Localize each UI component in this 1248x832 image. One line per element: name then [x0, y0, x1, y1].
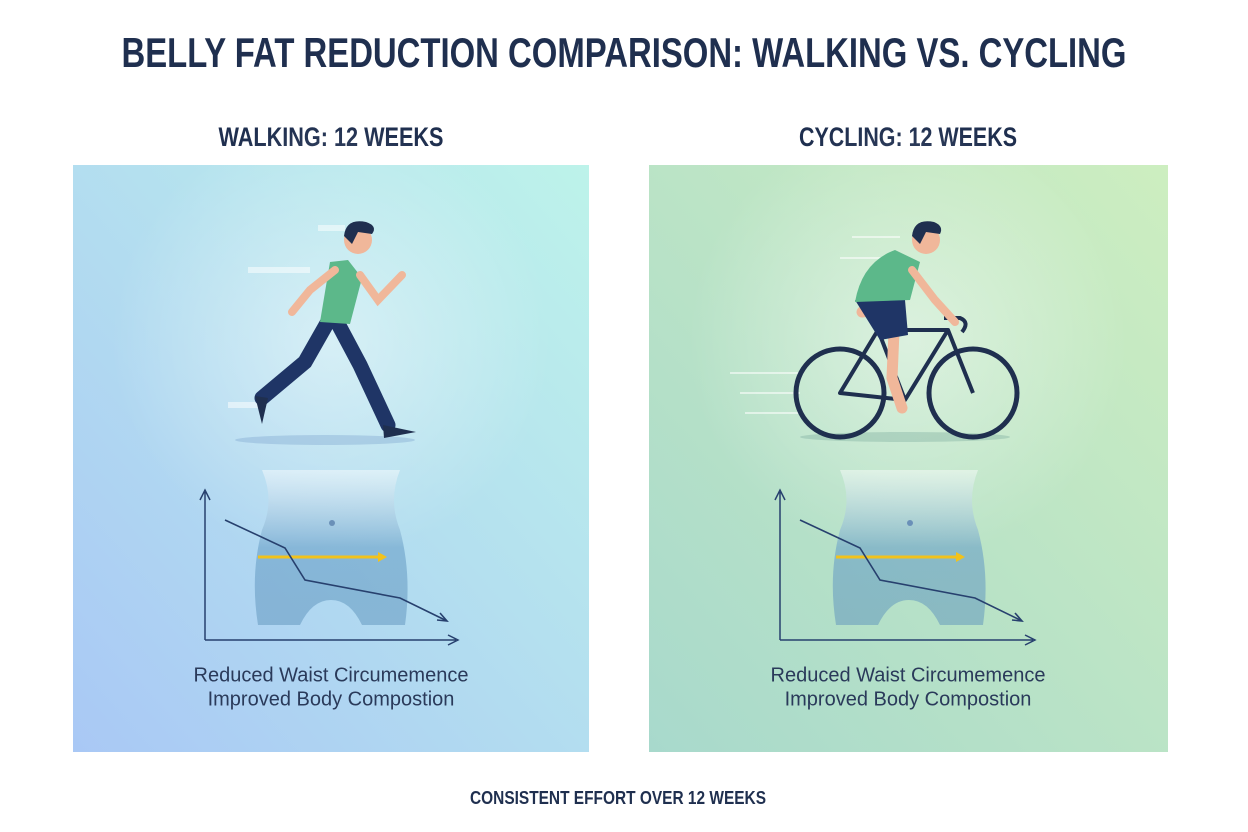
axes [774, 488, 1037, 646]
waist-chart [199, 470, 460, 646]
speed-lines [730, 236, 900, 414]
hair [344, 221, 374, 244]
torso [832, 470, 986, 625]
arm [908, 266, 959, 326]
shoe [383, 425, 416, 438]
wheel [793, 346, 887, 440]
walking-panel: Reduced Waist Circumemence Improved Body… [73, 120, 589, 752]
trend-line [224, 519, 446, 621]
cyclist [730, 221, 1020, 442]
wheel [926, 346, 1020, 440]
shoe [255, 396, 268, 424]
title: BELLY FAT REDUCTION COMPARISON: WALKING … [122, 29, 1127, 76]
glow [111, 120, 551, 560]
shirt [855, 250, 920, 302]
glow [688, 120, 1128, 560]
cycling-panel: Reduced Waist Circumemence Improved Body… [649, 120, 1168, 752]
caption: Improved Body Compostion [208, 688, 455, 710]
caption: Improved Body Compostion [785, 688, 1032, 710]
footer: CONSISTENT EFFORT OVER 12 WEEKS [470, 788, 766, 808]
trend-arrow [1011, 612, 1024, 622]
caption: Reduced Waist Circumemence [771, 664, 1046, 686]
navel [329, 520, 335, 526]
shadow [235, 435, 415, 445]
leg [254, 310, 338, 406]
speed-lines [228, 225, 345, 408]
navel [907, 520, 913, 526]
arm [356, 271, 406, 307]
trend-line [799, 519, 1021, 621]
arm [288, 266, 339, 316]
torso [254, 470, 408, 625]
axes [199, 488, 460, 646]
trend-arrow [436, 612, 449, 622]
leg [327, 310, 396, 433]
caption: Reduced Waist Circumemence [194, 664, 469, 686]
arrow-head [378, 552, 387, 562]
arrow-head [956, 552, 965, 562]
shorts [855, 300, 908, 340]
hair [912, 221, 942, 244]
runner [228, 221, 416, 445]
waist-chart [774, 470, 1037, 646]
